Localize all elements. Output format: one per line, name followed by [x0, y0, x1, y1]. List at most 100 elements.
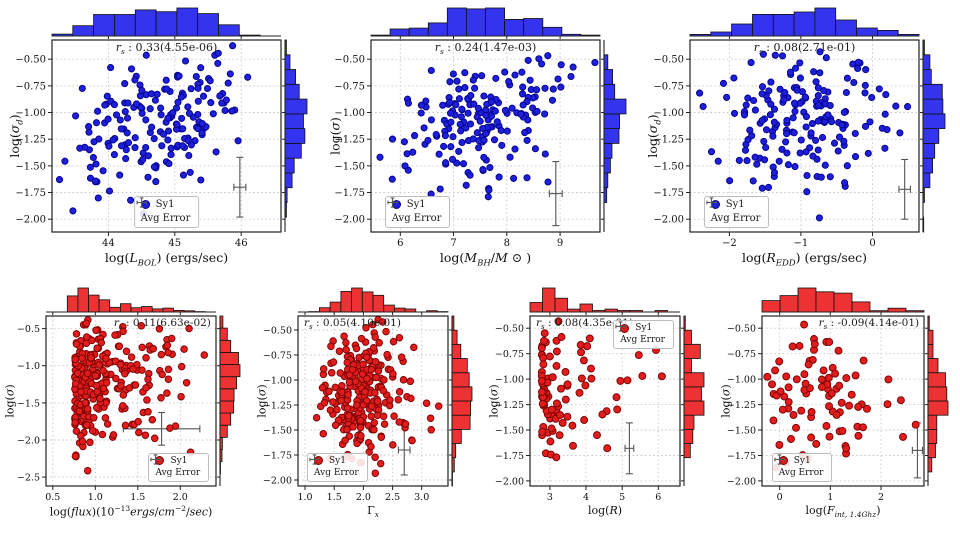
- svg-text:−0.50: −0.50: [15, 55, 46, 66]
- plot-canvas: 6 7 8 9 −0.50 −0.75 −1.00 −1.25 −1.50 −1.75 −2.00: [334, 7, 627, 249]
- svg-text:−1.75: −1.75: [727, 451, 756, 462]
- svg-text:−0.50: −0.50: [653, 55, 684, 66]
- y-axis-label: log(σd): [6, 114, 26, 158]
- bottom-row: 0.5 1.0 1.5 2.0 −0.5 −1.0 −1.5 −2.0 −2.5 log(σ) …: [0, 280, 960, 536]
- svg-text:−1.50: −1.50: [263, 425, 292, 436]
- svg-text:5: 5: [619, 492, 625, 503]
- svg-text:46: 46: [235, 238, 248, 249]
- svg-text:−2.00: −2.00: [653, 215, 684, 226]
- svg-text:−0.75: −0.75: [727, 349, 756, 360]
- svg-text:6: 6: [397, 238, 403, 249]
- plot-canvas: 1.0 1.5 2.0 2.5 3.0 −0.50 −0.75 −1.00 −1.25 −1.50…: [263, 287, 473, 503]
- plot-canvas: 0 1 2 −0.50 −0.75 −1.00 −1.25 −1.50 −1.75 −2.00: [727, 287, 949, 503]
- x-axis-label: Γx: [367, 504, 379, 520]
- svg-text:6: 6: [655, 492, 661, 503]
- svg-text:−1.00: −1.00: [334, 108, 365, 119]
- svg-text:−1.25: −1.25: [727, 400, 756, 411]
- svg-text:7: 7: [450, 238, 456, 249]
- svg-text:−0.50: −0.50: [495, 324, 524, 335]
- svg-text:−0.75: −0.75: [653, 81, 684, 92]
- svg-text:−1.25: −1.25: [263, 400, 292, 411]
- y-axis-label: log(σ): [3, 384, 17, 418]
- x-axis-label: log(Fint, 1.4Ghz): [805, 504, 881, 520]
- svg-text:−1.00: −1.00: [15, 108, 46, 119]
- svg-text:−2.00: −2.00: [727, 476, 756, 487]
- svg-text:3.0: 3.0: [414, 492, 429, 503]
- y-axis-label: log(σd): [644, 114, 664, 158]
- x-axis-label: log(flux)(10−13ergs/cm−2/sec): [49, 504, 213, 519]
- top-row: 44 45 46 −0.50 −0.75 −1.00 −1.25 −1.50 −1.75 −2.0…: [0, 0, 946, 280]
- svg-text:−1.75: −1.75: [653, 188, 684, 199]
- svg-text:0.5: 0.5: [45, 492, 60, 503]
- svg-text:−1.50: −1.50: [334, 161, 365, 172]
- svg-text:−0.75: −0.75: [263, 350, 292, 361]
- y-axis-label: log(σ): [487, 384, 501, 418]
- x-axis-label: log(R): [587, 504, 623, 517]
- svg-text:−2.5: −2.5: [17, 473, 40, 484]
- y-axis-label: log(σ): [255, 384, 269, 418]
- svg-text:8: 8: [504, 238, 510, 249]
- plot-canvas: 0.5 1.0 1.5 2.0 −0.5 −1.0 −1.5 −2.0 −2.5: [17, 287, 241, 503]
- jointplot-panel-log-r: 3 4 5 6 −0.50 −0.75 −1.00 −1.25 −1.50 −1.75 −2.00 …: [484, 280, 716, 536]
- svg-text:−1.00: −1.00: [263, 375, 292, 386]
- svg-text:−1.25: −1.25: [495, 400, 524, 411]
- svg-text:2: 2: [878, 492, 884, 503]
- svg-text:−0.75: −0.75: [495, 349, 524, 360]
- svg-text:1.0: 1.0: [297, 492, 312, 503]
- svg-text:3: 3: [547, 492, 553, 503]
- plot-canvas: 3 4 5 6 −0.50 −0.75 −1.00 −1.25 −1.50 −1.75 −2.00: [495, 287, 705, 503]
- svg-text:−0.75: −0.75: [15, 81, 46, 92]
- svg-text:0: 0: [869, 238, 875, 249]
- svg-text:−1.75: −1.75: [495, 451, 524, 462]
- svg-text:−1.00: −1.00: [653, 108, 684, 119]
- jointplot-panel-fint: 0 1 2 −0.50 −0.75 −1.00 −1.25 −1.50 −1.75 −2.00 l…: [716, 280, 960, 536]
- svg-text:−1.75: −1.75: [15, 188, 46, 199]
- x-axis-label: log(MBH/M ⊙ ): [439, 250, 532, 269]
- svg-text:−1.00: −1.00: [727, 375, 756, 386]
- svg-text:−1.25: −1.25: [15, 135, 46, 146]
- svg-text:−1.75: −1.75: [263, 450, 292, 461]
- svg-text:−1.75: −1.75: [334, 188, 365, 199]
- svg-text:−2.00: −2.00: [495, 476, 524, 487]
- svg-text:2.0: 2.0: [173, 492, 188, 503]
- plot-canvas: −2 −1 0 −0.50 −0.75 −1.00 −1.25 −1.50 −1.75 −2.00: [653, 7, 946, 249]
- svg-text:−1.50: −1.50: [495, 425, 524, 436]
- svg-text:−1.00: −1.00: [495, 375, 524, 386]
- jointplot-panel-mbh: 6 7 8 9 −0.50 −0.75 −1.00 −1.25 −1.50 −1.75 −2.00 …: [319, 0, 638, 280]
- svg-text:44: 44: [102, 238, 115, 249]
- svg-text:−0.50: −0.50: [727, 324, 756, 335]
- svg-text:−0.5: −0.5: [17, 324, 40, 335]
- svg-text:−2.00: −2.00: [334, 215, 365, 226]
- svg-text:−1.50: −1.50: [727, 425, 756, 436]
- svg-text:−2: −2: [722, 238, 737, 249]
- svg-text:1.5: 1.5: [130, 492, 145, 503]
- plot-canvas: 44 45 46 −0.50 −0.75 −1.00 −1.25 −1.50 −1.75 −2.0…: [15, 7, 308, 249]
- svg-text:−2.00: −2.00: [15, 215, 46, 226]
- svg-text:−1.50: −1.50: [653, 161, 684, 172]
- svg-text:−1.0: −1.0: [17, 361, 40, 372]
- svg-text:9: 9: [557, 238, 563, 249]
- svg-text:1.5: 1.5: [327, 492, 342, 503]
- y-axis-label: log(σ): [719, 384, 733, 418]
- jointplot-panel-lbol: 44 45 46 −0.50 −0.75 −1.00 −1.25 −1.50 −1.75 −2.0…: [0, 0, 319, 280]
- svg-text:45: 45: [168, 238, 181, 249]
- svg-text:−2.0: −2.0: [17, 435, 40, 446]
- svg-text:−1.50: −1.50: [15, 161, 46, 172]
- svg-text:2.0: 2.0: [356, 492, 371, 503]
- svg-text:2.5: 2.5: [385, 492, 400, 503]
- jointplot-panel-gamma-x: 1.0 1.5 2.0 2.5 3.0 −0.50 −0.75 −1.00 −1.25 −1.50…: [252, 280, 484, 536]
- jointplot-panel-flux: 0.5 1.0 1.5 2.0 −0.5 −1.0 −1.5 −2.0 −2.5 log(σ) …: [0, 280, 252, 536]
- x-axis-label: log(REDD) (ergs/sec): [741, 250, 868, 269]
- svg-text:−1: −1: [794, 238, 809, 249]
- svg-text:0: 0: [777, 492, 783, 503]
- svg-text:−0.50: −0.50: [263, 325, 292, 336]
- svg-text:−2.00: −2.00: [263, 475, 292, 486]
- svg-text:−1.5: −1.5: [17, 398, 40, 409]
- svg-text:−1.25: −1.25: [653, 135, 684, 146]
- svg-text:4: 4: [583, 492, 589, 503]
- svg-text:1: 1: [827, 492, 833, 503]
- svg-text:1.0: 1.0: [88, 492, 103, 503]
- svg-text:−1.25: −1.25: [334, 135, 365, 146]
- svg-text:−0.50: −0.50: [334, 55, 365, 66]
